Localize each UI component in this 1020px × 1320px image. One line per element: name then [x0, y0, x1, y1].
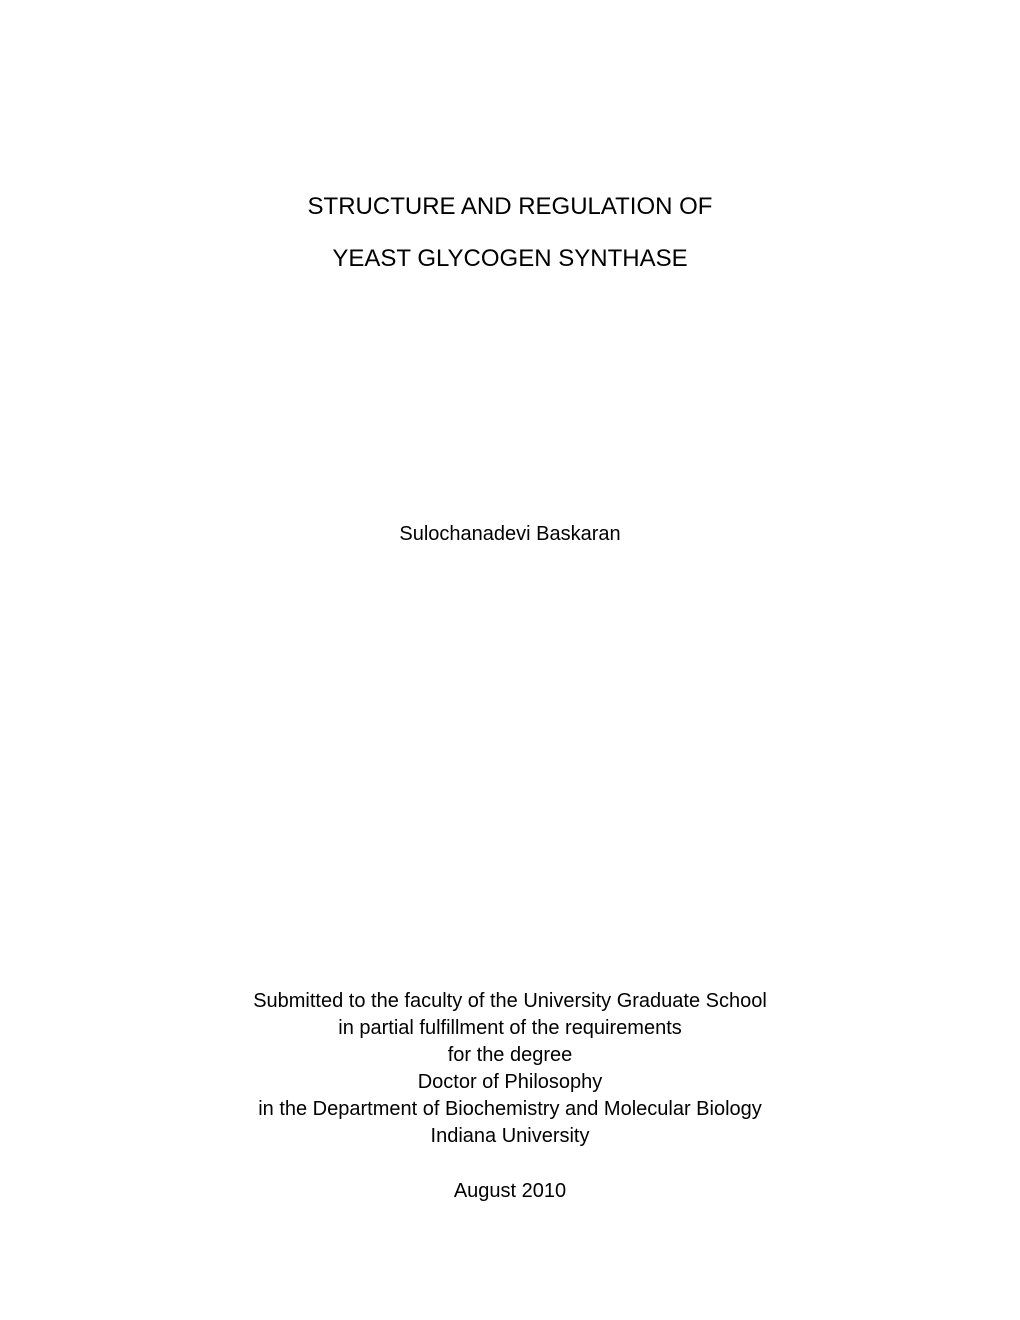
submission-line-3: for the degree	[155, 1042, 865, 1069]
submission-block: Submitted to the faculty of the Universi…	[155, 546, 865, 1150]
submission-line-5: in the Department of Biochemistry and Mo…	[155, 1096, 865, 1123]
submission-line-2: in partial fulfillment of the requiremen…	[155, 1015, 865, 1042]
author-block: Sulochanadevi Baskaran	[155, 293, 865, 546]
title-line-2: YEAST GLYCOGEN SYNTHASE	[155, 242, 865, 276]
submission-line-6: Indiana University	[155, 1123, 865, 1150]
submission-date: August 2010	[155, 1180, 865, 1203]
submission-line-4: Doctor of Philosophy	[155, 1069, 865, 1096]
author-name: Sulochanadevi Baskaran	[155, 523, 865, 546]
title-block: STRUCTURE AND REGULATION OF YEAST GLYCOG…	[155, 0, 865, 275]
date-block: August 2010	[155, 1150, 865, 1203]
title-line-1: STRUCTURE AND REGULATION OF	[155, 190, 865, 224]
title-page: STRUCTURE AND REGULATION OF YEAST GLYCOG…	[0, 0, 1020, 1320]
submission-line-1: Submitted to the faculty of the Universi…	[155, 988, 865, 1015]
